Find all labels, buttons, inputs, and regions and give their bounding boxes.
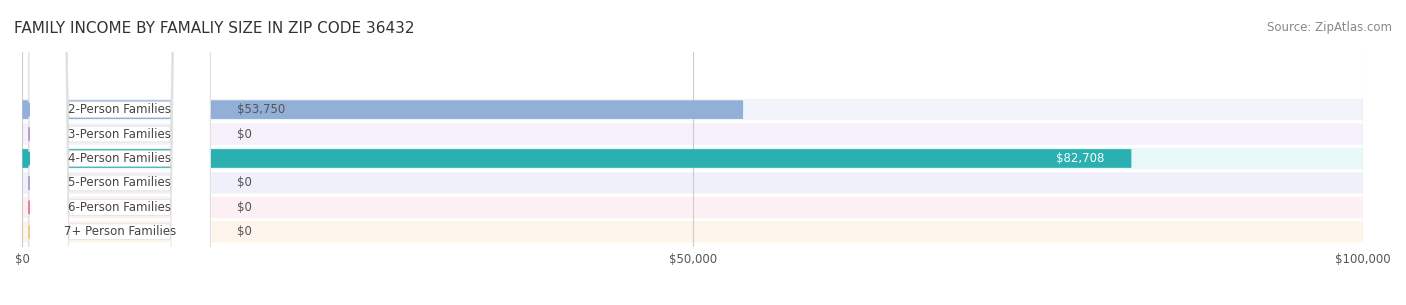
- Text: FAMILY INCOME BY FAMALIY SIZE IN ZIP CODE 36432: FAMILY INCOME BY FAMALIY SIZE IN ZIP COD…: [14, 21, 415, 36]
- Text: $0: $0: [238, 127, 252, 141]
- FancyBboxPatch shape: [30, 0, 209, 305]
- Text: Source: ZipAtlas.com: Source: ZipAtlas.com: [1267, 21, 1392, 34]
- FancyBboxPatch shape: [30, 0, 209, 305]
- Text: 7+ Person Families: 7+ Person Families: [63, 225, 176, 238]
- FancyBboxPatch shape: [30, 0, 209, 305]
- Text: 5-Person Families: 5-Person Families: [69, 176, 172, 189]
- Text: 6-Person Families: 6-Person Families: [67, 201, 172, 214]
- FancyBboxPatch shape: [30, 0, 209, 305]
- Text: 4-Person Families: 4-Person Families: [67, 152, 172, 165]
- FancyBboxPatch shape: [22, 172, 1364, 194]
- Text: $82,708: $82,708: [1056, 152, 1105, 165]
- Text: 3-Person Families: 3-Person Families: [69, 127, 172, 141]
- FancyBboxPatch shape: [30, 0, 209, 305]
- FancyBboxPatch shape: [22, 99, 1364, 120]
- FancyBboxPatch shape: [22, 123, 1364, 145]
- FancyBboxPatch shape: [22, 221, 1364, 242]
- FancyBboxPatch shape: [22, 149, 1132, 168]
- FancyBboxPatch shape: [22, 148, 1364, 169]
- Text: $0: $0: [238, 176, 252, 189]
- FancyBboxPatch shape: [22, 197, 1364, 218]
- Text: $0: $0: [238, 225, 252, 238]
- Text: $0: $0: [238, 201, 252, 214]
- Text: $53,750: $53,750: [238, 103, 285, 116]
- Text: 2-Person Families: 2-Person Families: [67, 103, 172, 116]
- FancyBboxPatch shape: [30, 0, 209, 305]
- FancyBboxPatch shape: [22, 100, 744, 119]
